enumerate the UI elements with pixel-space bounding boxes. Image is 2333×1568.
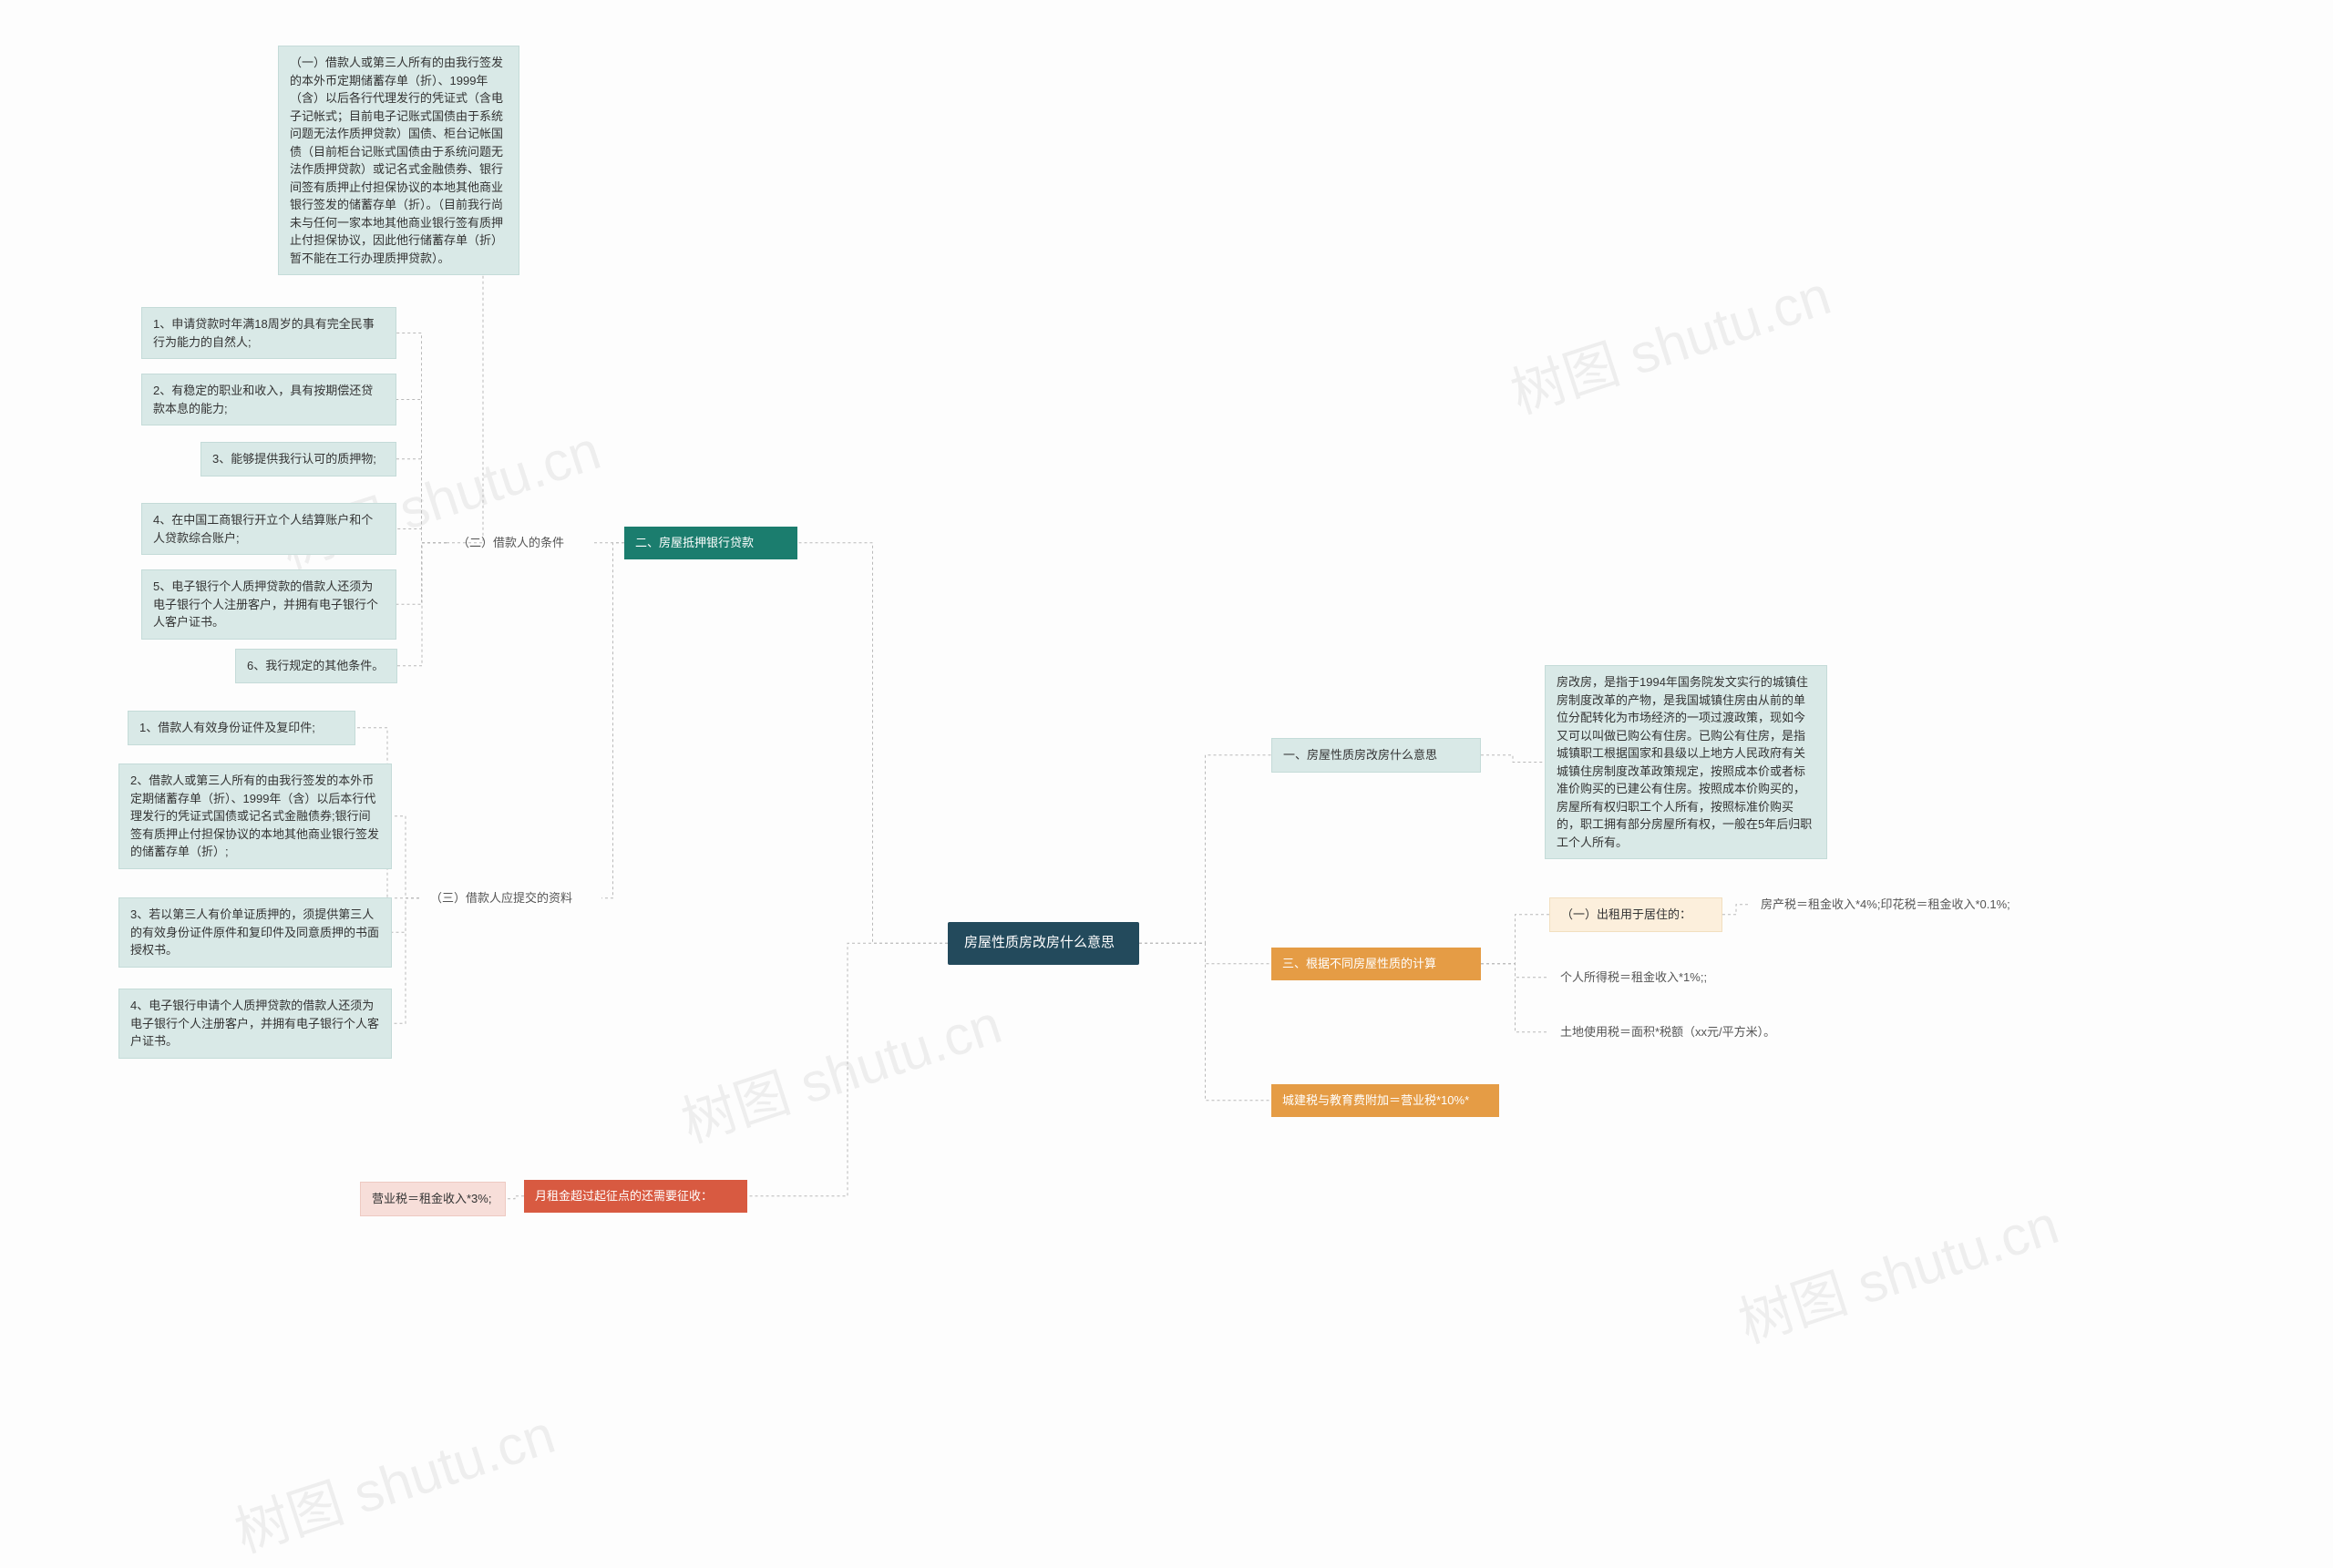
branch-2-b3: 3、能够提供我行认可的质押物;	[200, 442, 396, 477]
branch-5-a: 营业税＝租金收入*3%;	[360, 1182, 506, 1216]
branch-2: 二、房屋抵押银行贷款	[624, 527, 797, 559]
branch-3: 三、根据不同房屋性质的计算	[1271, 948, 1481, 980]
branch-2-c: （三）借款人应提交的资料	[419, 882, 601, 915]
branch-2-c3: 3、若以第三人有价单证质押的，须提供第三人的有效身份证件原件和复印件及同意质押的…	[118, 897, 392, 968]
root-node: 房屋性质房改房什么意思	[948, 922, 1139, 965]
branch-2-b-top: （一）借款人或第三人所有的由我行签发的本外币定期储蓄存单（折）、1999年（含）…	[278, 46, 519, 275]
branch-3-a1: 房产税＝租金收入*4%;印花税＝租金收入*0.1%;	[1750, 888, 2023, 921]
watermark: 树图 shutu.cn	[670, 980, 1010, 1158]
branch-5: 月租金超过起征点的还需要征收：	[524, 1180, 747, 1213]
branch-1: 一、房屋性质房改房什么意思	[1271, 738, 1481, 773]
branch-2-b: （二）借款人的条件	[447, 527, 592, 559]
branch-2-b1: 1、申请贷款时年满18周岁的具有完全民事行为能力的自然人;	[141, 307, 396, 359]
watermark: 树图 shutu.cn	[223, 1390, 563, 1568]
branch-2-c4: 4、电子银行申请个人质押贷款的借款人还须为电子银行个人注册客户，并拥有电子银行个…	[118, 989, 392, 1059]
branch-2-b4: 4、在中国工商银行开立个人结算账户和个人贷款综合账户;	[141, 503, 396, 555]
branch-4: 城建税与教育费附加＝营业税*10%*	[1271, 1084, 1499, 1117]
branch-2-b2: 2、有稳定的职业和收入，具有按期偿还贷款本息的能力;	[141, 374, 396, 425]
branch-3-b: 个人所得税＝租金收入*1%;;	[1549, 961, 1777, 994]
branch-3-a: （一）出租用于居住的：	[1549, 897, 1722, 932]
watermark: 树图 shutu.cn	[1499, 251, 1839, 429]
watermark: 树图 shutu.cn	[1727, 1181, 2067, 1358]
branch-3-c: 土地使用税＝面积*税额（xx元/平方米）。	[1549, 1016, 1823, 1049]
branch-1-detail: 房改房，是指于1994年国务院发文实行的城镇住房制度改革的产物，是我国城镇住房由…	[1545, 665, 1827, 859]
branch-2-b5: 5、电子银行个人质押贷款的借款人还须为电子银行个人注册客户，并拥有电子银行个人客…	[141, 569, 396, 640]
branch-2-c2: 2、借款人或第三人所有的由我行签发的本外币定期储蓄存单（折）、1999年（含）以…	[118, 764, 392, 869]
branch-2-c1: 1、借款人有效身份证件及复印件;	[128, 711, 355, 745]
branch-2-b6: 6、我行规定的其他条件。	[235, 649, 397, 683]
